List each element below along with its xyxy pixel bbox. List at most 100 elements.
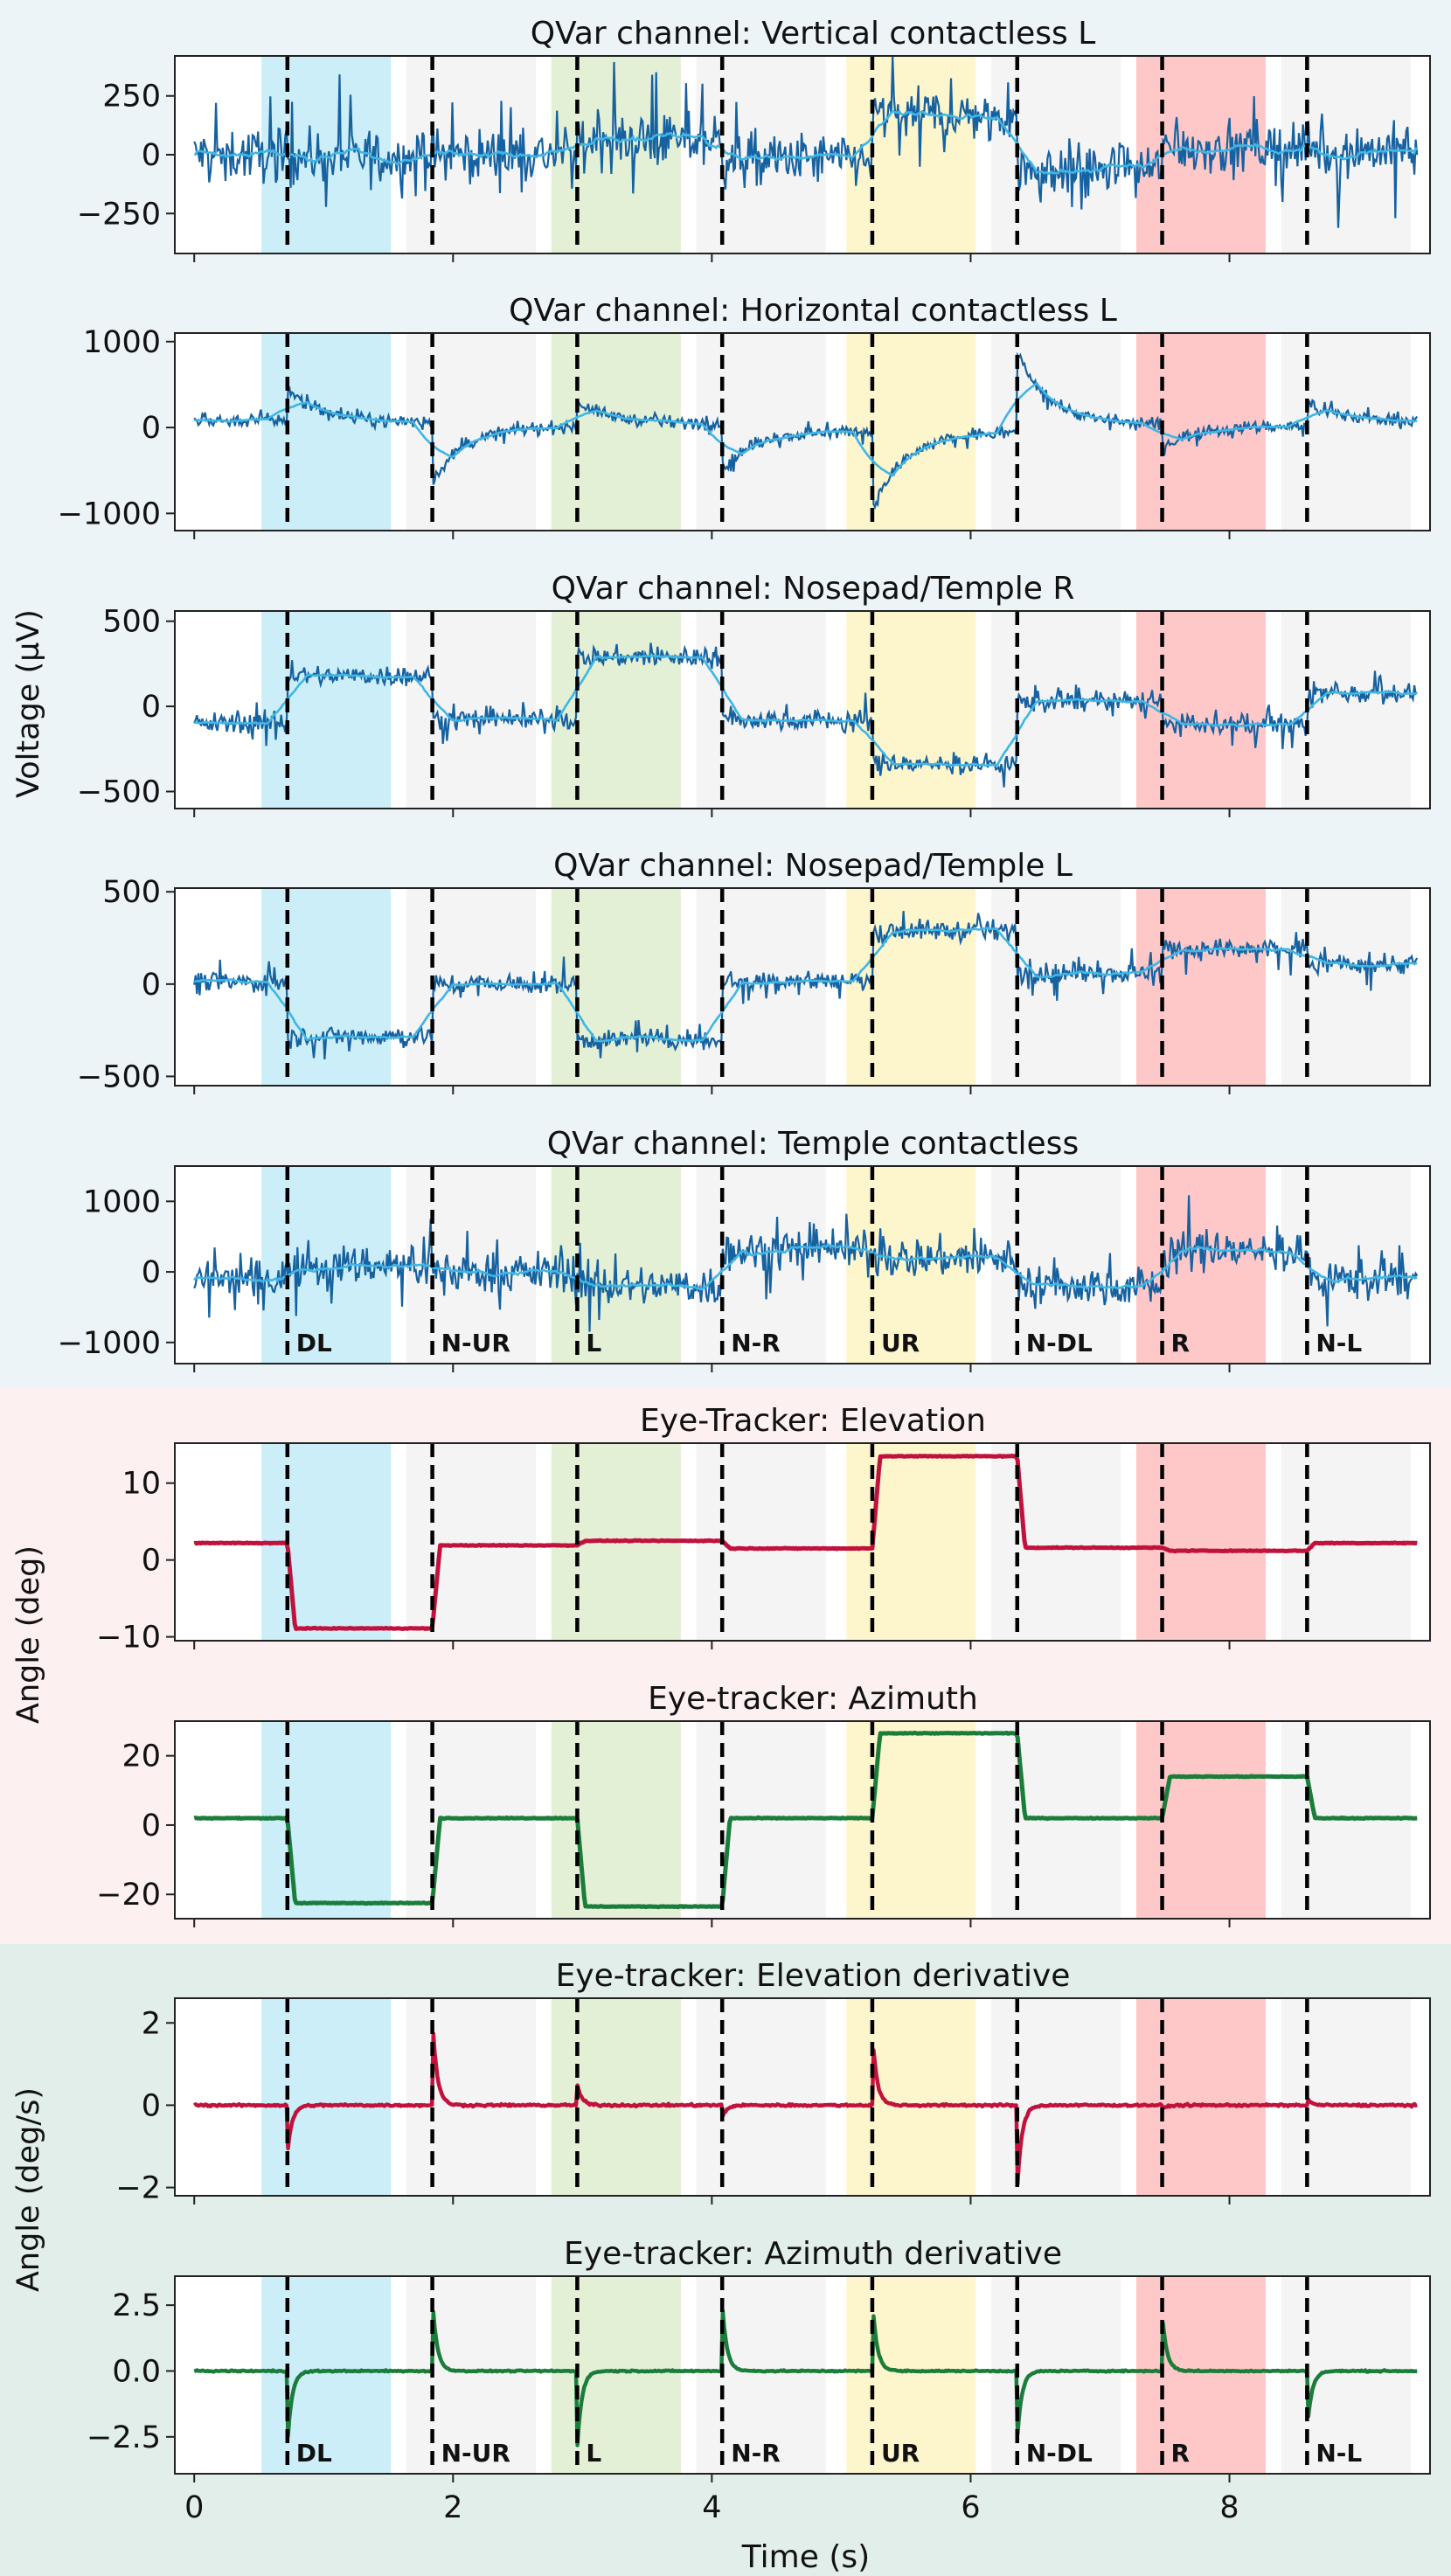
y-tick-label-1: 0: [142, 2088, 161, 2123]
event-label-N-DL: N-DL: [1026, 1329, 1093, 1357]
panel-title: Eye-tracker: Azimuth: [648, 1681, 978, 1717]
panel-8: −2.5 0.0 2.5 Eye-tracker: Azimuth derivativ…: [87, 2236, 1431, 2482]
y-tick-label-1: 0: [142, 968, 161, 1003]
event-span-N-L: [1281, 1166, 1411, 1364]
event-span-N-L: [1281, 1998, 1411, 2196]
y-tick-label-0: −250: [77, 197, 161, 232]
panel-title: Eye-tracker: Azimuth derivative: [564, 2236, 1062, 2272]
event-label-DL: DL: [296, 2439, 332, 2468]
x-tick-label-1: 2: [443, 2490, 462, 2525]
y-tick-label-0: −2.5: [87, 2420, 161, 2455]
y-tick-label-0: −1000: [58, 496, 161, 531]
event-span-N-R: [696, 333, 826, 531]
event-span-UR: [846, 2276, 976, 2474]
panel-4-signal: [193, 1195, 1419, 1332]
panel-title: QVar channel: Temple contactless: [547, 1126, 1079, 1162]
event-span-L: [551, 888, 681, 1086]
event-label-L: L: [586, 1329, 601, 1357]
event-span-N-L: [1281, 888, 1411, 1086]
panel-1-frame: [174, 332, 1431, 531]
ylabel-angle: Angle (deg): [11, 1545, 46, 1724]
panel-2-signal: [193, 642, 1418, 788]
series-raw: [193, 1195, 1419, 1332]
event-span-R: [1135, 1166, 1266, 1364]
event-span-DL: [261, 1998, 392, 2196]
panel-8-frame: [174, 2275, 1431, 2475]
x-tick-label-0: 0: [184, 2490, 204, 2525]
series-derivative: [193, 2309, 1418, 2448]
event-label-UR: UR: [881, 1329, 920, 1357]
event-label-N-R: N-R: [731, 2439, 781, 2468]
y-tick-label-2: 2: [142, 2006, 161, 2041]
event-label-N-L: N-L: [1316, 2439, 1362, 2468]
panel-title: Eye-tracker: Elevation derivative: [556, 1958, 1071, 1994]
series-derivative: [192, 2031, 1418, 2186]
panel-8-signal: [193, 2309, 1418, 2448]
y-tick-label-1: 0: [142, 1255, 161, 1290]
ylabel-angle-rate: Angle (deg/s): [11, 2087, 46, 2292]
event-span-N-DL: [991, 56, 1121, 253]
y-tick-label-1: 0: [142, 411, 161, 446]
x-tick-label-3: 6: [961, 2490, 980, 2525]
panel-3-signal: [193, 911, 1419, 1059]
y-tick-label-2: 10: [121, 1467, 161, 1502]
panel-0: −250 0 250 QVar channel: Vertical contactle…: [77, 16, 1431, 262]
panel-title: QVar channel: Nosepad/Temple R: [552, 571, 1075, 607]
event-span-N-R: [696, 56, 826, 253]
event-span-N-R: [696, 2276, 826, 2474]
series-raw: [193, 642, 1418, 788]
panel-2: −500 0 500 QVar channel: Nosepad/Temple R: [77, 571, 1431, 817]
panel-4: −1000 0 1000 QVar channel: Temple contactle…: [58, 1126, 1431, 1372]
y-tick-label-0: −20: [96, 1878, 161, 1913]
event-span-R: [1135, 888, 1266, 1086]
event-span-R: [1135, 1998, 1266, 2196]
event-span-L: [551, 2276, 681, 2474]
y-tick-label-0: −500: [77, 1059, 161, 1094]
x-axis-label: Time (s): [741, 2539, 870, 2575]
y-tick-label-2: 500: [102, 875, 161, 910]
event-span-DL: [261, 333, 392, 531]
series-raw: [193, 56, 1419, 228]
event-label-R: R: [1171, 1329, 1191, 1357]
y-tick-label-1: 0: [142, 138, 161, 173]
x-tick-label-2: 4: [702, 2490, 721, 2525]
panel-title: QVar channel: Vertical contactless L: [531, 16, 1096, 52]
panel-3-frame: [174, 887, 1431, 1087]
panel-1: −1000 0 1000 QVar channel: Horizontal conta…: [58, 293, 1431, 539]
y-tick-label-1: 0: [142, 1544, 161, 1579]
y-tick-label-0: −10: [96, 1621, 161, 1656]
panel-6-signal: [193, 1730, 1419, 1910]
event-span-N-L: [1281, 611, 1411, 809]
ylabel-voltage: Voltage (µV): [11, 609, 46, 798]
event-span-L: [551, 333, 681, 531]
event-span-N-DL: [991, 2276, 1121, 2474]
panel-6: −20 0 20 Eye-tracker: Azimuth: [96, 1681, 1431, 1927]
event-span-N-DL: [991, 611, 1121, 809]
y-tick-label-2: 250: [102, 80, 161, 115]
event-label-N-UR: N-UR: [441, 2439, 510, 2468]
event-label-N-UR: N-UR: [441, 1329, 510, 1357]
event-label-N-DL: N-DL: [1026, 2439, 1093, 2468]
y-tick-label-1: 0: [142, 690, 161, 725]
panel-7-frame: [174, 1997, 1431, 2197]
event-span-DL: [261, 888, 392, 1086]
event-span-N-UR: [406, 2276, 537, 2474]
y-tick-label-0: −1000: [58, 1326, 161, 1361]
y-tick-label-2: 2.5: [112, 2288, 161, 2323]
panel-0-signal: [193, 56, 1419, 228]
panel-5-signal: [193, 1454, 1419, 1631]
series-angle: [193, 1730, 1419, 1910]
panel-title: QVar channel: Nosepad/Temple L: [553, 848, 1073, 884]
y-tick-label-2: 1000: [83, 325, 161, 360]
y-tick-label-2: 20: [121, 1739, 161, 1774]
panel-4-frame: [174, 1165, 1431, 1364]
panel-1-signal: [193, 351, 1419, 510]
y-tick-label-1: 0.0: [112, 2354, 161, 2389]
y-tick-label-2: 1000: [83, 1184, 161, 1219]
y-tick-label-1: 0: [142, 1809, 161, 1843]
event-span-N-UR: [406, 1443, 537, 1641]
panel-5: −10 0 10 Eye-Tracker: Elevation: [96, 1403, 1431, 1656]
event-span-DL: [261, 611, 392, 809]
event-label-L: L: [586, 2439, 601, 2468]
